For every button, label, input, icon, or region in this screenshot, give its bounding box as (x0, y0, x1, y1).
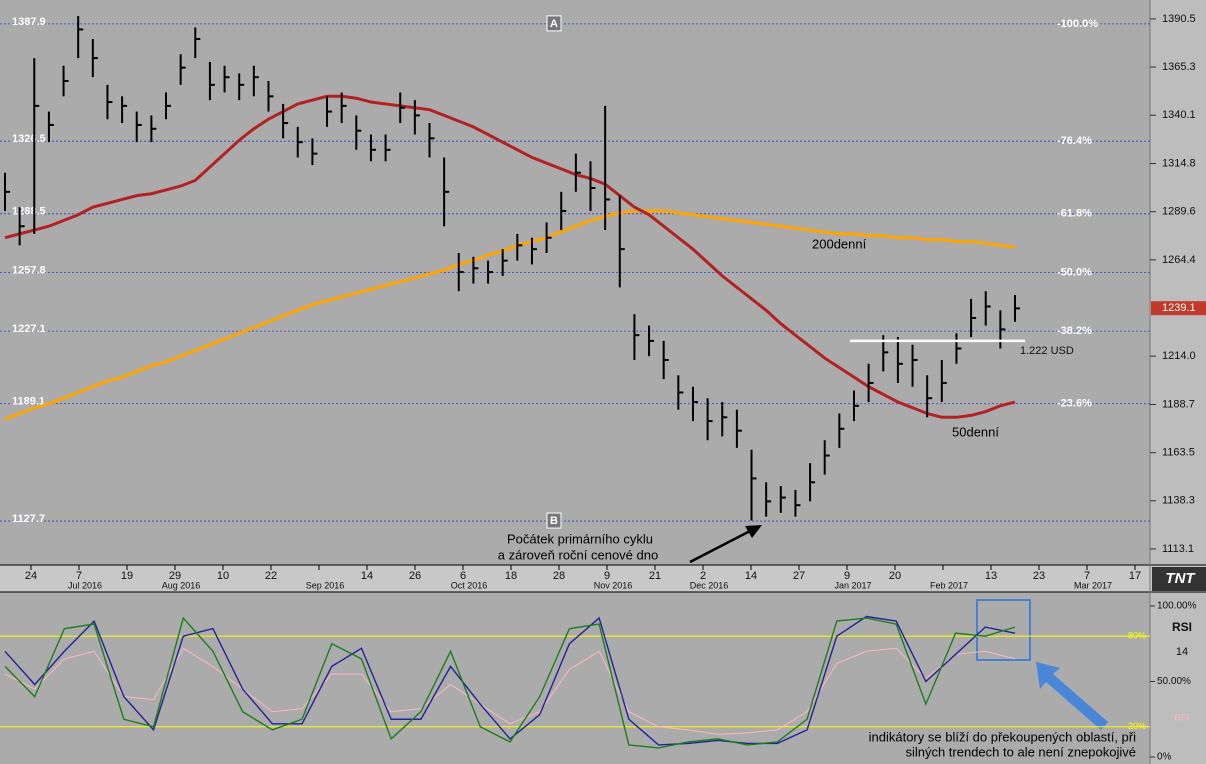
x-tick-label: 22 (265, 570, 277, 582)
x-tick-label: 26 (409, 570, 421, 582)
y-tick-label: 1214.0 (1162, 350, 1196, 362)
moving-average (4, 209, 1016, 421)
x-tick-label: 10 (217, 570, 229, 582)
y-tick-label: 1138.3 (1162, 495, 1195, 507)
y-tick-label: 1264.4 (1162, 254, 1196, 266)
note-arrow-head (745, 525, 762, 538)
x-tick-label: 14 (361, 570, 373, 582)
y-tick-label: 100.00% (1157, 601, 1197, 612)
fib-percent-label: -38.2% (1057, 325, 1092, 337)
x-month-label: Oct 2016 (451, 580, 488, 590)
x-tick-label: 21 (649, 570, 661, 582)
level-marker: B (550, 515, 558, 527)
rsi-note: silných trendech to ale není znepokojivé (905, 744, 1136, 759)
rsi-period: 14 (1176, 646, 1188, 658)
x-axis-strip (0, 565, 1206, 592)
x-month-label: Mar 2017 (1074, 580, 1112, 590)
x-tick-label: 29 (169, 570, 181, 582)
fib-percent-label: -76.4% (1057, 135, 1092, 147)
x-tick-label: 17 (1129, 570, 1141, 582)
x-tick-label: 7 (1084, 570, 1090, 582)
fib-price-label: 1326.5 (12, 133, 46, 145)
fib-percent-label: -100.0% (1057, 18, 1098, 30)
x-tick-label: 23 (1033, 570, 1045, 582)
x-month-label: Feb 2017 (930, 580, 968, 590)
x-month-label: Aug 2016 (162, 580, 201, 590)
series-label: 200denní (812, 236, 867, 251)
y-tick-label: 1314.8 (1162, 157, 1196, 169)
x-month-label: Sep 2016 (306, 580, 345, 590)
price-note: Počátek primárního cyklu (507, 531, 653, 546)
x-month-label: Dec 2016 (690, 580, 729, 590)
x-tick-label: 13 (985, 570, 997, 582)
level-label: 20% (1128, 721, 1146, 731)
level-marker-box (546, 512, 562, 529)
y-tick-label: 1188.7 (1162, 398, 1195, 410)
rsi-line (4, 615, 1016, 746)
x-tick-label: 20 (889, 570, 901, 582)
level-marker: A (550, 18, 558, 30)
x-month-label: Jan 2017 (834, 580, 871, 590)
logo: TNT (1165, 570, 1196, 587)
x-tick-label: 2 (700, 570, 706, 582)
y-tick-label: 1163.5 (1162, 447, 1195, 459)
x-tick-label: 27 (793, 570, 805, 582)
last-price-label: 1239.1 (1162, 302, 1196, 314)
fib-price-label: 1227.1 (12, 323, 46, 335)
support-label: 1.222 USD (1020, 345, 1074, 357)
x-tick-label: 14 (745, 570, 757, 582)
rsi-line (4, 616, 1016, 749)
note-arrow (689, 528, 753, 564)
x-tick-label: 9 (844, 570, 850, 582)
fib-price-label: 1387.9 (12, 16, 46, 28)
fib-price-label: 1189.1 (12, 396, 45, 408)
y-tick-label: 1390.5 (1162, 13, 1196, 25)
fib-price-label: 1257.8 (12, 264, 46, 276)
x-tick-label: 18 (505, 570, 517, 582)
price-note: a zároveň roční cenové dno (498, 547, 658, 562)
x-tick-label: 9 (604, 570, 610, 582)
x-month-label: Jul 2016 (68, 580, 102, 590)
y-tick-label: 1289.6 (1162, 206, 1196, 218)
x-tick-label: 28 (553, 570, 565, 582)
x-tick-label: 6 (460, 570, 466, 582)
moving-average (4, 94, 1016, 419)
last-price-box (1151, 301, 1206, 316)
fib-price-label: 1288.5 (12, 206, 46, 218)
rsi-note: indikátory se blíží do překoupených obla… (869, 729, 1136, 744)
rsi-title: RSI (1172, 620, 1192, 634)
level-marker-box (546, 15, 562, 32)
level-label: 80% (1128, 631, 1146, 641)
y-tick-label: 1340.1 (1162, 109, 1196, 121)
right-axis-panel (1150, 0, 1206, 764)
x-month-label: Nov 2016 (594, 580, 633, 590)
y-tick-label: 0% (1157, 752, 1172, 763)
x-tick-label: 19 (121, 570, 133, 582)
logo-box (1152, 567, 1206, 591)
fib-price-label: 1127.7 (12, 513, 45, 525)
x-tick-label: 7 (76, 570, 82, 582)
highlight-arrow (1036, 662, 1108, 730)
y-tick-label: 50.00% (1157, 676, 1191, 687)
y-tick-label: 1365.3 (1162, 61, 1196, 73)
series-label: 50denní (952, 424, 999, 439)
fib-percent-label: -23.6% (1057, 398, 1092, 410)
highlight-box (976, 599, 1031, 661)
y-tick-label: 1113.1 (1162, 543, 1194, 555)
fib-percent-label: -61.8% (1057, 208, 1092, 220)
legend-label: RSI (1174, 712, 1189, 722)
x-tick-label: 24 (25, 570, 37, 582)
fib-percent-label: -50.0% (1057, 266, 1092, 278)
